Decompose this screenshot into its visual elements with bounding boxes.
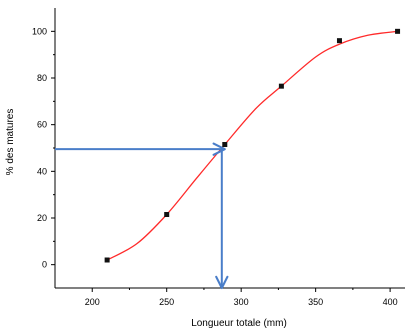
data-point	[278, 83, 284, 89]
labels-group: Longueur totale (mm) % des matures	[5, 109, 287, 329]
x-tick-label: 300	[234, 297, 249, 307]
data-points-group	[104, 28, 401, 263]
data-point	[104, 257, 110, 263]
annotations-group	[55, 142, 229, 290]
y-tick-label: 40	[37, 166, 47, 176]
data-point	[222, 142, 228, 147]
data-point	[164, 212, 170, 217]
x-tick-label: 250	[159, 297, 174, 307]
y-tick-label: 80	[37, 73, 47, 83]
x-tick-label: 400	[383, 297, 398, 307]
y-tick-label: 0	[42, 260, 47, 270]
x-axis-title: Longueur totale (mm)	[191, 318, 287, 329]
data-point	[336, 38, 342, 44]
data-point	[395, 28, 401, 34]
y-tick-label: 20	[37, 213, 47, 223]
fit-curve	[106, 30, 398, 261]
fit-curve-group	[106, 30, 398, 261]
y-tick-label: 60	[37, 120, 47, 130]
y-axis-title: % des matures	[5, 109, 16, 176]
axes: 0 20 40 60 80 100 200 250 300 350 400	[32, 8, 405, 307]
x-tick-label: 200	[85, 297, 100, 307]
x-tick-label: 350	[308, 297, 323, 307]
y-tick-label: 100	[32, 26, 47, 36]
